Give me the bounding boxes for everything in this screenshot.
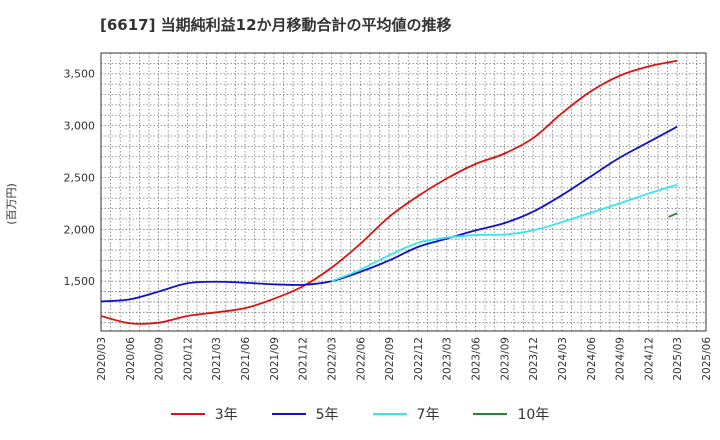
- x-tick-label: 2020/12: [182, 337, 194, 381]
- series-line-3: [668, 212, 678, 218]
- plot-area: [101, 53, 706, 331]
- x-tick-label: 2024/03: [557, 337, 569, 381]
- y-tick-label: 2,500: [64, 171, 96, 184]
- series-line-2: [331, 183, 678, 283]
- x-tick-label: 2025/06: [701, 337, 713, 381]
- x-tick-label: 2022/06: [355, 337, 367, 381]
- x-tick-label: 2023/12: [528, 337, 540, 381]
- legend-label: 10年: [517, 407, 550, 423]
- x-tick-label: 2025/03: [672, 337, 684, 381]
- x-tick-label: 2024/12: [643, 337, 655, 381]
- x-tick-label: 2022/03: [326, 337, 338, 381]
- legend-label: 5年: [315, 407, 339, 423]
- plot-frame: [100, 52, 707, 332]
- x-tick-label: 2022/12: [413, 337, 425, 381]
- x-tick-label: 2021/09: [269, 337, 281, 381]
- series-line-1: [100, 125, 678, 303]
- x-tick-label: 2021/12: [298, 337, 310, 381]
- x-tick-label: 2023/06: [471, 337, 483, 381]
- y-tick-label: 1,500: [64, 275, 96, 288]
- x-tick-label: 2020/09: [154, 337, 166, 381]
- x-tick-label: 2020/03: [96, 337, 108, 381]
- series-line-0: [100, 59, 678, 325]
- y-tick-label: 2,000: [64, 223, 96, 236]
- legend-item: 3年: [170, 404, 238, 424]
- x-tick-label: 2022/09: [384, 337, 396, 381]
- x-tick-label: 2020/06: [125, 337, 137, 381]
- legend-item: 7年: [372, 404, 440, 424]
- legend-swatch: [170, 413, 205, 415]
- x-tick-label: 2023/03: [442, 337, 454, 381]
- legend-swatch: [473, 413, 508, 415]
- y-tick-label: 3,000: [64, 120, 96, 133]
- x-tick-label: 2024/06: [586, 337, 598, 381]
- y-tick-label: 3,500: [64, 68, 96, 81]
- legend: 3年 5年 7年 10年: [0, 404, 720, 424]
- legend-item: 5年: [271, 404, 339, 424]
- legend-label: 7年: [416, 407, 440, 423]
- legend-swatch: [372, 413, 407, 415]
- x-tick-label: 2021/06: [240, 337, 252, 381]
- legend-item: 10年: [473, 404, 549, 424]
- legend-label: 3年: [214, 407, 238, 423]
- legend-swatch: [271, 413, 306, 415]
- chart-title: [6617] 当期純利益12か月移動合計の平均値の推移: [100, 16, 452, 34]
- x-tick-label: 2024/09: [615, 337, 627, 381]
- line-chart: 1,500 2,000 2,500 3,000 3,500 2020/03 2020/06 2…: [64, 52, 713, 381]
- x-tick-label: 2023/09: [499, 337, 511, 381]
- x-tick-label: 2021/03: [211, 337, 223, 381]
